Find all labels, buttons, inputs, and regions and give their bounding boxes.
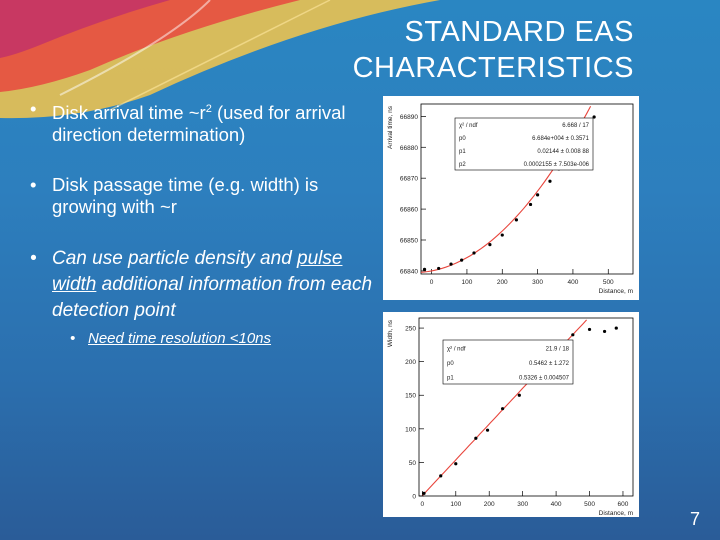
title-line-1: STANDARD EAS — [404, 16, 634, 48]
stats-name: p0 — [447, 361, 454, 367]
y-tick-label: 150 — [405, 393, 416, 400]
x-tick-label: 200 — [484, 501, 495, 508]
x-tick-label: 600 — [618, 501, 629, 508]
stats-value: 0.5326 ± 0.004507 — [519, 376, 570, 382]
data-point — [488, 243, 492, 247]
data-point — [439, 474, 443, 478]
data-point — [422, 267, 427, 271]
x-tick-label: 0 — [421, 501, 425, 508]
sub-bullet-time-resolution: • Need time resolution <10ns — [70, 330, 380, 348]
data-point — [536, 193, 540, 197]
y-tick-label: 200 — [405, 359, 416, 366]
stats-name: p1 — [459, 149, 466, 155]
x-tick-label: 100 — [462, 279, 473, 286]
x-tick-label: 500 — [584, 501, 595, 508]
y-axis-label: Arrival time, ns — [387, 105, 394, 149]
data-point — [422, 491, 426, 495]
data-point — [528, 202, 533, 207]
data-point — [592, 115, 596, 119]
plot-frame — [420, 103, 634, 275]
bullet-list: • Disk arrival time ~r2 (used for arriva… — [30, 98, 380, 348]
y-tick-label: 100 — [405, 426, 416, 433]
data-point — [500, 407, 505, 411]
y-tick-label: 66870 — [400, 176, 418, 183]
stats-name: χ² / ndf — [447, 346, 466, 352]
stats-value: 6.684e+004 ± 0.3571 — [532, 136, 590, 142]
bullet-text-cont: (used for arrival direction determinatio… — [52, 102, 346, 146]
data-point — [500, 233, 504, 237]
x-tick-label: 200 — [497, 279, 508, 286]
decorative-swoosh — [0, 0, 440, 119]
bullet-text: Can use particle density and — [52, 248, 298, 270]
stats-name: p0 — [459, 136, 466, 142]
arrival-time-plot: 0 100 200 300 400 500 66840 66850 66860 66870 6688… — [387, 103, 634, 295]
y-tick-label: 250 — [405, 326, 416, 333]
x-tick-label: 0 — [430, 279, 434, 286]
data-point — [602, 329, 607, 334]
y-tick-label: 50 — [409, 460, 417, 467]
superscript: 2 — [205, 103, 212, 115]
bullet-marker: • — [30, 174, 37, 196]
bullet-arrival-time: • Disk arrival time ~r2 (used for arriva… — [30, 98, 380, 146]
sub-bullet-text: Need time resolution <10ns — [88, 330, 272, 348]
slide-title: STANDARD EAS CHARACTERISTICS — [214, 14, 634, 86]
stats-value: 0.0002155 ± 7.503e-006 — [524, 162, 590, 168]
data-point — [587, 327, 592, 332]
x-tick-label: 300 — [517, 501, 528, 508]
stats-value: 0.02144 ± 0.008 88 — [537, 149, 589, 155]
stats-value: 21.9 / 18 — [546, 346, 570, 352]
x-tick-label: 100 — [450, 501, 461, 508]
x-tick-label: 500 — [603, 279, 614, 286]
y-tick-label: 66880 — [400, 145, 418, 152]
x-tick-label: 300 — [532, 279, 543, 286]
y-tick-label: 66890 — [400, 114, 418, 121]
page-number: 7 — [689, 509, 700, 529]
data-point — [571, 333, 575, 337]
bullet-passage-time: • Disk passage time (e.g. width) is grow… — [30, 174, 380, 218]
bullet-text-cont: additional information from each detecti… — [52, 274, 373, 322]
y-tick-label: 66840 — [400, 268, 418, 275]
data-point — [460, 258, 464, 262]
data-point — [548, 179, 552, 183]
y-tick-label: 0 — [412, 494, 416, 501]
width-plot-panel: 0 100 200 300 400 500 600 0 50 100 150 200 250 Distan… — [383, 312, 639, 517]
y-axis-label: Width, ns — [387, 319, 394, 347]
bullet-marker: • — [30, 248, 37, 270]
data-point — [517, 393, 521, 397]
width-plot: 0 100 200 300 400 500 600 0 50 100 150 200 250 Distan… — [387, 317, 634, 517]
data-point — [472, 251, 476, 255]
stats-value: 6.668 / 17 — [562, 123, 589, 129]
data-point — [614, 326, 618, 330]
bullet-marker: • — [30, 98, 37, 119]
data-point — [449, 262, 453, 266]
title-line-2: CHARACTERISTICS — [352, 52, 634, 84]
stats-value: 0.5462 ± 1.272 — [529, 361, 570, 367]
stats-box — [454, 117, 594, 171]
y-tick-label: 66860 — [400, 207, 418, 214]
stats-name: χ² / ndf — [459, 123, 478, 129]
plot-frame — [418, 317, 634, 497]
y-tick-label: 66850 — [400, 238, 418, 245]
data-point — [454, 462, 458, 466]
data-point — [514, 218, 518, 222]
x-tick-label: 400 — [551, 501, 562, 508]
bullet-marker: • — [70, 330, 76, 348]
bullet-underlined: pulse width — [52, 248, 343, 296]
arrival-time-plot-panel: 0 100 200 300 400 500 66840 66850 66860 66870 6688… — [383, 96, 639, 300]
bullet-particle-density: • Can use particle density and pulse wid… — [30, 246, 380, 324]
stats-box — [442, 339, 574, 385]
bullet-text: Disk arrival time ~r — [52, 102, 206, 124]
stats-name: p1 — [447, 376, 454, 382]
x-tick-label: 400 — [568, 279, 579, 286]
stats-name: p2 — [459, 162, 466, 168]
data-point — [474, 436, 478, 440]
data-point — [437, 266, 441, 271]
x-axis-label: Distance, m — [599, 288, 633, 295]
data-point — [485, 428, 490, 432]
bullet-text: Disk passage time (e.g. width) is growin… — [52, 174, 319, 218]
x-axis-label: Distance, m — [599, 510, 633, 517]
